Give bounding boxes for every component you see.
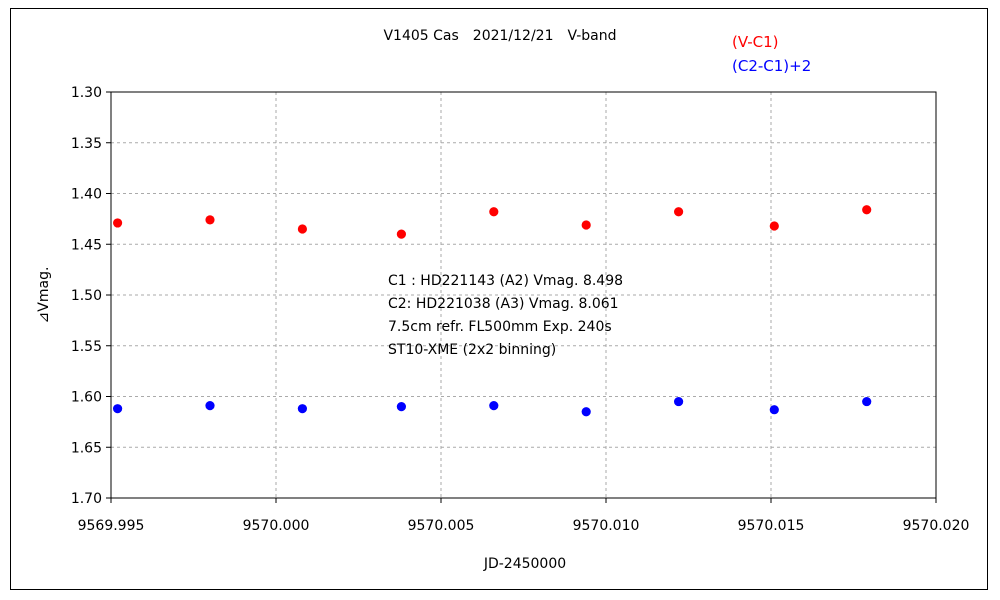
y-tick-label: 1.70 [71, 491, 102, 507]
legend-entry-v-c1: (V-C1) [732, 33, 779, 51]
data-point-v-c1 [862, 205, 872, 215]
data-point-c2-c1 [489, 401, 499, 411]
y-tick-label: 1.45 [71, 237, 102, 253]
data-point-v-c1 [205, 215, 215, 225]
x-axis-label: JD-2450000 [483, 556, 566, 572]
data-point-v-c1 [769, 221, 779, 231]
axis-ticks: 1.30 1.35 1.40 1.45 1.50 1.55 1.60 1.65 1.70 9569… [71, 85, 970, 534]
annotation-line: C2: HD221038 (A3) Vmag. 8.061 [388, 296, 619, 312]
y-tick-label: 1.30 [71, 85, 102, 101]
data-point-c2-c1 [113, 404, 123, 414]
plot-area [110, 91, 937, 499]
annotation-block: C1 : HD221143 (A2) Vmag. 8.498 C2: HD221… [388, 273, 623, 358]
legend-entry-c2-c1: (C2-C1)+2 [732, 57, 811, 75]
annotation-line: 7.5cm refr. FL500mm Exp. 240s [388, 319, 612, 335]
y-tick-label: 1.35 [71, 136, 102, 152]
x-tick-label: 9570.005 [408, 518, 475, 534]
data-point-v-c1 [396, 229, 406, 239]
y-tick-label: 1.50 [71, 288, 102, 304]
y-axis-label: ⊿Vmag. [36, 267, 52, 324]
data-point-c2-c1 [674, 396, 684, 407]
grid [111, 92, 936, 498]
x-tick-label: 9570.015 [738, 518, 805, 534]
data-point-c2-c1 [581, 407, 591, 417]
annotation-line: C1 : HD221143 (A2) Vmag. 8.498 [388, 273, 623, 289]
data-points [113, 205, 872, 417]
annotation-line: ST10-XME (2x2 binning) [388, 342, 556, 358]
data-point-v-c1 [297, 224, 307, 234]
chart-title: V1405 Cas 2021/12/21 V-band [383, 28, 616, 44]
data-point-c2-c1 [205, 401, 215, 411]
data-point-v-c1 [581, 220, 591, 230]
y-tick-label: 1.60 [71, 390, 102, 406]
data-point-v-c1 [674, 207, 684, 217]
data-point-c2-c1 [396, 402, 406, 412]
data-point-c2-c1 [862, 396, 872, 407]
y-tick-label: 1.65 [71, 440, 102, 456]
data-point-v-c1 [489, 207, 499, 217]
x-tick-label: 9570.000 [243, 518, 310, 534]
x-tick-label: 9570.020 [903, 518, 970, 534]
chart-frame [10, 8, 988, 590]
x-tick-label: 9570.010 [573, 518, 640, 534]
data-point-c2-c1 [297, 404, 307, 414]
y-tick-label: 1.55 [71, 339, 102, 355]
y-tick-label: 1.40 [71, 187, 102, 203]
x-tick-label: 9569.995 [78, 518, 145, 534]
data-point-c2-c1 [769, 405, 779, 415]
data-point-v-c1 [113, 218, 123, 228]
